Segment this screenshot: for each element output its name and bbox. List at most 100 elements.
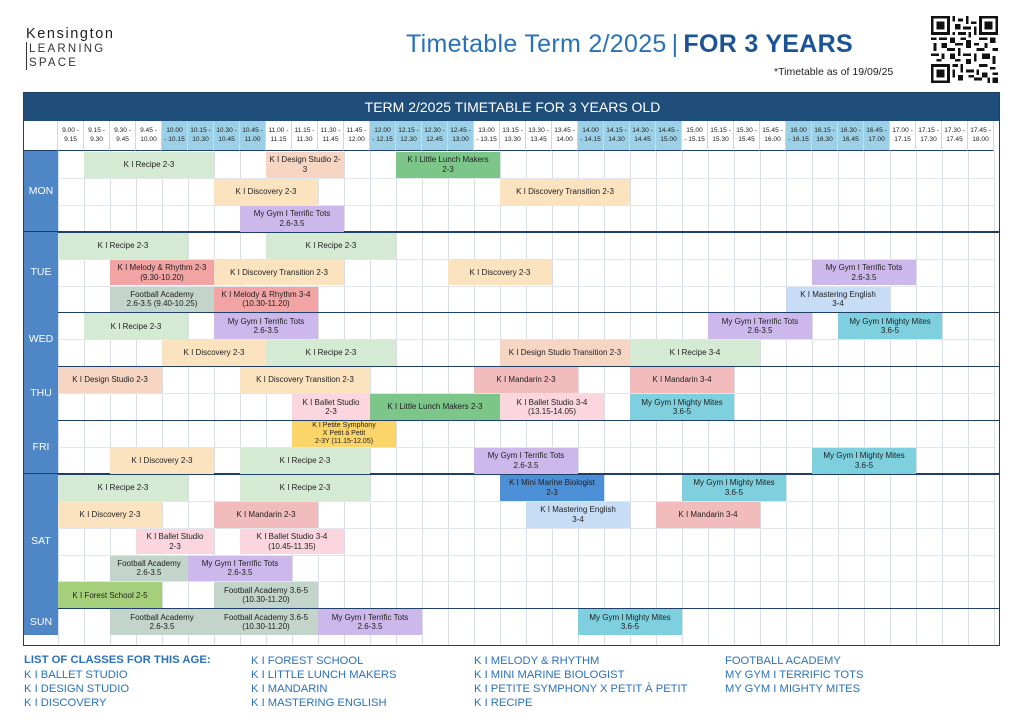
timeslot-label: 9.45 - [140, 127, 157, 134]
timeslot-label: 15.15 - [710, 127, 731, 134]
timeslot-label: 9.30 [90, 135, 103, 143]
class-block[interactable]: K I Mandarin 2-3 [214, 501, 318, 528]
class-block[interactable]: My Gym I Mighty Mites 3.6-5 [578, 609, 682, 636]
grid-corner [24, 121, 58, 151]
class-block[interactable]: K I Recipe 2-3 [240, 447, 370, 474]
class-block[interactable]: My Gym I Terrific Tots 2.6-3.5 [474, 447, 578, 474]
class-block[interactable]: My Gym I Terrific Tots 2.6-3.5 [240, 205, 344, 232]
class-block[interactable]: K I Mandarin 3-4 [630, 367, 734, 394]
class-label: 3-4 [572, 514, 584, 524]
class-block[interactable]: K I Mandarin 3-4 [656, 501, 760, 528]
class-block[interactable]: K I Recipe 2-3 [266, 340, 396, 367]
class-block[interactable]: K I Discovery 2-3 [110, 447, 214, 474]
class-block[interactable]: K I Melody & Rhythm 3-4 (10.30-11.20) [214, 286, 318, 313]
class-label: 2.6-3.5 [357, 622, 383, 632]
class-label: K I Recipe 2-3 [97, 240, 149, 250]
grid-column-line [214, 151, 215, 645]
class-block[interactable]: K I Discovery Transition 2-3 [214, 259, 344, 286]
timeslot-label: 12.00 [348, 135, 365, 143]
class-block[interactable]: K I Recipe 2-3 [84, 152, 214, 178]
class-block[interactable]: My Gym I Mighty Mites 3.6-5 [838, 313, 942, 340]
class-label: 2-3 [442, 164, 454, 174]
class-label: K I Mandarin 2-3 [236, 509, 296, 519]
timeslot-label: 13.15 - [502, 127, 523, 134]
class-list-item: K I MANDARIN [251, 683, 328, 695]
class-block[interactable]: Football Academy 3.6-5 (10.30-11.20) [214, 582, 318, 609]
class-block[interactable]: K I Recipe 2-3 [240, 474, 370, 501]
class-block[interactable]: K I Recipe 2-3 [58, 232, 188, 259]
class-block[interactable]: K I Little Lunch Makers 2-3 [396, 152, 500, 178]
class-block[interactable]: K I Ballet Studio 3-4 (13.15-14.05) [500, 394, 604, 420]
class-block[interactable]: K I Mastering English 3-4 [526, 501, 630, 528]
timeslot-label: 14.45 - [658, 127, 679, 134]
timeslot-header: 9.45 -10.00 [136, 121, 162, 151]
class-block[interactable]: K I Forest School 2-5 [58, 582, 162, 609]
class-label: (10.45-11.35) [268, 541, 316, 551]
grid-column-line [162, 151, 163, 645]
class-label: K I Discovery 2-3 [469, 267, 531, 277]
class-block[interactable]: My Gym I Mighty Mites 3.6-5 [682, 474, 786, 501]
timeslot-label: 14.30 - [632, 127, 653, 134]
timeslot-label: 12.00 [374, 127, 391, 134]
class-label: 3.6-5 [880, 326, 900, 336]
class-block[interactable]: K I Mandarin 2-3 [474, 367, 578, 394]
class-block[interactable]: My Gym I Mighty Mites 3.6-5 [812, 447, 916, 474]
class-block[interactable]: K I Little Lunch Makers 2-3 [370, 394, 500, 420]
class-block[interactable]: K I Recipe 2-3 [84, 313, 188, 340]
timeslot-header: 10.15 -10.30 [188, 121, 214, 151]
class-block[interactable]: K I Design Studio 2-3 [266, 152, 344, 178]
class-label: K I Recipe 3-4 [669, 348, 721, 358]
day-label-sun: SUN [24, 608, 58, 636]
class-block[interactable]: K I Design Studio Transition 2-3 [500, 340, 630, 367]
class-block[interactable]: My Gym I Terrific Tots 2.6-3.5 [188, 555, 292, 582]
class-block[interactable]: K I Discovery 2-3 [214, 178, 318, 205]
class-block[interactable]: K I Melody & Rhythm 2-3 (9.30-10.20) [110, 259, 214, 286]
timeslot-label: 13.30 - [528, 127, 549, 134]
class-label: K I Recipe 2-3 [305, 348, 357, 358]
class-block[interactable]: K I Petite Symphony X Petit à Petit 2-3Y (… [292, 421, 396, 447]
class-block[interactable]: K I Ballet Studio 3-4 (10.45-11.35) [240, 528, 344, 555]
class-label: K I Mandarin 3-4 [652, 375, 712, 385]
class-block[interactable]: K I Discovery 2-3 [58, 501, 162, 528]
class-block[interactable]: K I Design Studio 2-3 [58, 367, 162, 394]
class-label: K I Ballet Studio [302, 397, 360, 407]
class-block[interactable]: K I Discovery Transition 2-3 [240, 367, 370, 394]
class-block[interactable]: K I Ballet Studio 2-3 [292, 394, 370, 420]
class-block[interactable]: My Gym I Terrific Tots 2.6-3.5 [812, 259, 916, 286]
class-block[interactable]: Football Academy 2.6-3.5 [110, 609, 214, 636]
class-label: K I Mandarin 3-4 [678, 509, 738, 519]
class-block[interactable]: K I Discovery Transition 2-3 [500, 178, 630, 205]
title-age: FOR 3 YEARS [683, 30, 853, 58]
class-block[interactable]: My Gym I Mighty Mites 3.6-5 [630, 394, 734, 420]
class-label: K I Ballet Studio [146, 532, 204, 542]
timeslot-header: 16.15 -16.30 [812, 121, 838, 151]
class-block[interactable]: K I Recipe 2-3 [266, 232, 396, 259]
class-label: (10.30-11.20) [242, 299, 290, 309]
class-block[interactable]: K I Mastering English 3-4 [786, 286, 890, 313]
class-block[interactable]: K I Recipe 3-4 [630, 340, 760, 367]
grid-column-line [890, 151, 891, 645]
class-block[interactable]: K I Discovery 2-3 [448, 259, 552, 286]
class-block[interactable]: Football Academy 2.6-3.5 [110, 555, 188, 582]
timeslot-label: - 10.15 [164, 135, 185, 143]
class-block[interactable]: K I Discovery 2-3 [162, 340, 266, 367]
class-label: (10.30-11.20) [242, 595, 290, 605]
class-label: 3.6-5 [854, 460, 874, 470]
timeslot-label: 12.30 [400, 135, 417, 143]
class-block[interactable]: My Gym I Terrific Tots 2.6-3.5 [708, 313, 812, 340]
timeslot-header: 9.00 -9.15 [58, 121, 84, 151]
class-block[interactable]: K I Recipe 2-3 [58, 474, 188, 501]
class-label: 2-3 [169, 541, 181, 551]
class-block[interactable]: My Gym I Terrific Tots 2.6-3.5 [214, 313, 318, 340]
grid-column-line [734, 151, 735, 645]
timeslot-label: 16.30 [816, 135, 833, 143]
class-block[interactable]: Football Academy 2.6-3.5 (9.40-10.25) [110, 286, 214, 313]
class-label: X Petit à Petit [322, 429, 366, 437]
class-block[interactable]: K I Ballet Studio 2-3 [136, 528, 214, 555]
class-label: My Gym I Terrific Tots [331, 612, 409, 622]
timeslot-label: 10.30 - [216, 127, 237, 134]
timeslot-header: 15.45 -16.00 [760, 121, 786, 151]
class-block[interactable]: Football Academy 3.6-5 (10.30-11.20) [214, 609, 318, 636]
class-block[interactable]: My Gym I Terrific Tots 2.6-3.5 [318, 609, 422, 636]
class-block[interactable]: K I Mini Marine Biologist 2-3 [500, 474, 604, 501]
